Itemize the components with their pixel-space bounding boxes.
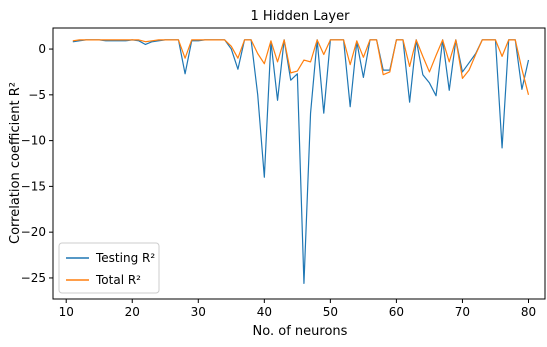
y-tick-label: −20 bbox=[21, 225, 46, 239]
x-tick-label: 20 bbox=[125, 305, 140, 319]
x-tick-label: 30 bbox=[191, 305, 206, 319]
series-line-0 bbox=[72, 39, 530, 285]
y-tick-label: −5 bbox=[28, 88, 46, 102]
x-tick-label: 10 bbox=[59, 305, 74, 319]
y-axis-label: Correlation coefficient R² bbox=[8, 82, 23, 244]
series-line-1 bbox=[72, 39, 530, 95]
x-tick-label: 80 bbox=[521, 305, 536, 319]
y-tick-label: −25 bbox=[21, 271, 46, 285]
legend-label-1: Total R² bbox=[95, 273, 141, 287]
x-axis: 10 20 30 40 50 60 70 80 bbox=[59, 299, 536, 319]
y-axis: 0 −5 −10 −15 −20 −25 bbox=[21, 42, 53, 285]
y-tick-label: 0 bbox=[38, 42, 46, 56]
legend-label-0: Testing R² bbox=[95, 251, 155, 265]
x-tick-label: 40 bbox=[257, 305, 272, 319]
legend: Testing R² Total R² bbox=[58, 242, 160, 294]
x-tick-label: 50 bbox=[323, 305, 338, 319]
y-tick-label: −15 bbox=[21, 179, 46, 193]
x-axis-label: No. of neurons bbox=[253, 324, 348, 339]
plot-frame bbox=[52, 27, 546, 300]
series-layer bbox=[72, 39, 530, 285]
x-tick-label: 70 bbox=[455, 305, 470, 319]
chart-title: 1 Hidden Layer bbox=[251, 9, 351, 24]
y-tick-label: −10 bbox=[21, 134, 46, 148]
x-tick-label: 60 bbox=[389, 305, 404, 319]
